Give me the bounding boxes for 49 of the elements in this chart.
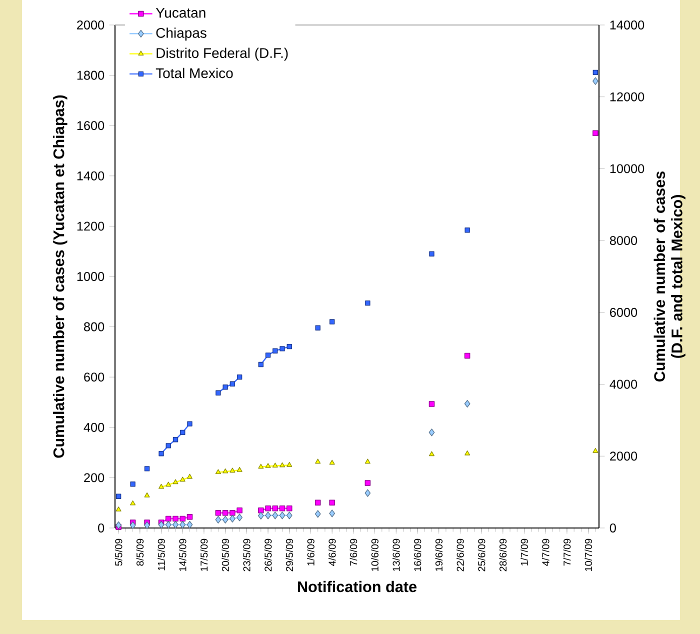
y-axis-title: Cumulative number of cases (Yucatan et Chiapas) — [52, 95, 68, 458]
y-tick-label: 1000 — [77, 272, 104, 281]
x-axis-title: Notification date — [298, 580, 417, 592]
x-tick-label: 10/6/09 — [371, 538, 378, 571]
x-tick-label: 16/6/09 — [414, 538, 422, 571]
x-tick-label: 7/7/09 — [563, 538, 571, 566]
y-tick-label: 1200 — [77, 222, 104, 231]
x-tick-label: 20/5/09 — [222, 538, 230, 572]
x-tick-label: 4/7/09 — [542, 538, 550, 566]
y-tick-label: 600 — [84, 372, 104, 382]
y-tick-label: 800 — [84, 322, 104, 332]
y-tick-label: 2000 — [77, 20, 104, 30]
y2-tick-label: 4000 — [610, 380, 638, 389]
y2-tick-label: 0 — [610, 524, 616, 532]
x-tick-label: 25/6/09 — [478, 538, 486, 572]
x-tick-label: 1/6/09 — [307, 538, 314, 566]
y-tick-label: 400 — [84, 422, 104, 432]
x-tick-label: 19/6/09 — [435, 538, 443, 571]
y2-tick-label: 12000 — [610, 92, 644, 102]
legend-label: Yucatan — [156, 8, 206, 18]
x-tick-label: 11/5/09 — [158, 538, 165, 570]
x-tick-label: 13/6/09 — [392, 538, 400, 571]
legend-label: Chiapas — [156, 28, 206, 41]
x-tick-label: 14/5/09 — [178, 538, 186, 571]
y2-tick-label: 14000 — [610, 20, 644, 30]
x-tick-label: 1/7/09 — [520, 538, 528, 566]
x-tick-label: 17/5/09 — [200, 538, 208, 571]
y-tick-label: 1600 — [77, 121, 104, 130]
x-tick-label: 28/6/09 — [499, 538, 507, 572]
y2-tick-label: 2000 — [610, 452, 638, 461]
y2-axis-title: Cumulative number of cases (D.F. and total Mexico) — [654, 171, 686, 382]
y-tick-label: 0 — [98, 524, 104, 532]
x-tick-label: 4/6/09 — [328, 538, 336, 566]
y-tick-label: 1400 — [77, 171, 104, 180]
x-tick-label: 29/5/09 — [286, 538, 294, 572]
legend-label: Total Mexico — [156, 68, 233, 78]
x-tick-label: 5/5/09 — [114, 538, 122, 566]
y-tick-label: 200 — [84, 473, 104, 482]
y2-tick-label: 6000 — [610, 308, 638, 317]
x-tick-label: 7/6/09 — [350, 538, 358, 566]
x-tick-label: 10/7/09 — [584, 538, 592, 571]
x-tick-label: 23/5/09 — [243, 538, 250, 572]
x-tick-label: 8/5/09 — [136, 538, 144, 566]
y2-tick-label: 8000 — [610, 236, 638, 246]
x-tick-label: 22/6/09 — [456, 538, 464, 572]
legend-label: Distrito Federal (D.F.) — [156, 48, 288, 61]
y2-tick-label: 10000 — [610, 164, 644, 174]
x-tick-label: 26/5/09 — [264, 538, 272, 572]
y-tick-label: 1800 — [77, 70, 104, 80]
